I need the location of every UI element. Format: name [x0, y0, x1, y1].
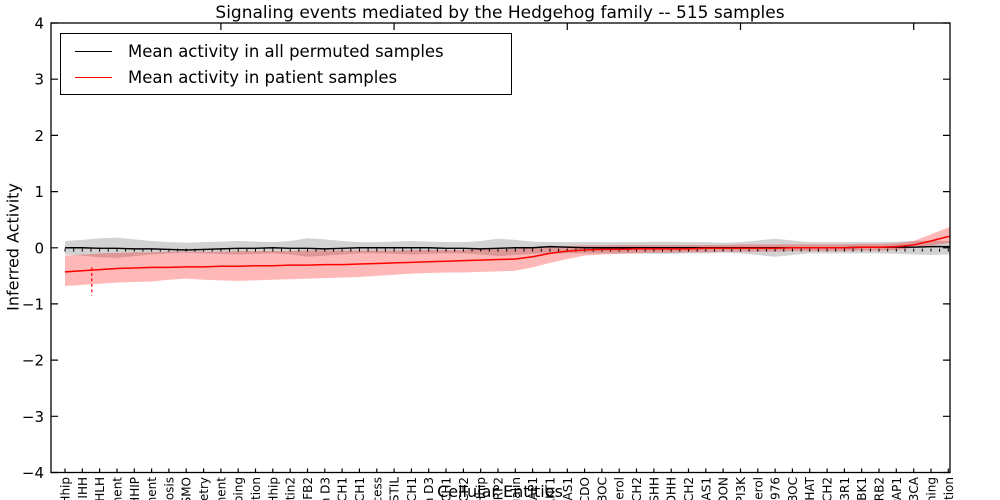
y-tick-label: −1 — [22, 295, 44, 313]
x-tick-label: DHH N/PTCH1 — [405, 477, 419, 500]
x-tick-label: PIK3CA — [907, 476, 921, 500]
x-tick-label: mesenchymal cell differentiation — [942, 477, 956, 500]
x-tick-label: PTHLH — [93, 477, 107, 500]
x-tick-label: SHH Np/Cholesterol/PTCH1 — [440, 477, 454, 500]
x-tick-label: SMO/Vitamin D3 — [318, 477, 332, 500]
x-tick-label: mol:Cholesterol — [751, 477, 765, 500]
y-tick-label: 3 — [34, 71, 44, 89]
x-tick-label: determination of left/right symmetry — [197, 477, 211, 500]
legend-label: Mean activity in all permuted samples — [128, 41, 444, 61]
x-tick-label: EntrezGene:84976 — [769, 477, 783, 500]
x-tick-label: ADRBK1 — [855, 477, 869, 500]
zero-line-tick-markers — [64, 248, 949, 252]
x-tick-label: HHIP — [128, 477, 142, 500]
x-tick-label: receptor-mediated endocytosis — [162, 477, 176, 500]
x-tick-label: skeletal system development — [111, 477, 125, 500]
y-tick-label: 2 — [34, 127, 44, 145]
x-tick-label: pancreas development — [145, 477, 159, 500]
x-tick-label: IHH N/PTCH2 — [457, 477, 471, 500]
x-tick-label: IHH — [76, 477, 90, 499]
legend-entry-permuted: Mean activity in all permuted samples — [61, 42, 511, 61]
x-tick-label: PTCH2 — [821, 477, 835, 500]
x-tick-label: SHH Np/Cholesterol — [613, 477, 627, 500]
x-tick-label: PIK3R1 — [838, 477, 852, 500]
y-axis-label: Inferred Activity — [3, 183, 23, 311]
y-tick-label: −4 — [22, 464, 44, 482]
x-tick-label: SHH Np/Cholesterol/PTCH2 — [630, 477, 644, 500]
x-tick-label: SHH Np/Cholesterol/BOC — [595, 477, 609, 500]
patient-mean-line — [64, 235, 950, 273]
x-tick-label: AKT1 — [543, 477, 557, 500]
x-tick-label: TGFB2 — [301, 477, 315, 500]
x-tick-label: heart development — [214, 477, 228, 500]
y-tick-label: −2 — [22, 352, 44, 370]
legend-line-swatch-black — [75, 50, 112, 52]
x-tick-label: STIL — [388, 477, 402, 500]
x-tick-label: dorsoventral neural tube patterning — [925, 477, 939, 500]
x-tick-label: mol:Vitamin D3 — [422, 477, 436, 500]
x-axis-label: Cellular Entities — [437, 482, 563, 500]
x-tick-label: catabolic process — [370, 477, 384, 500]
y-tick-label: 4 — [34, 15, 44, 33]
x-tick-label: SMO — [180, 477, 194, 500]
x-tick-label: LRP2 — [492, 477, 506, 500]
y-tick-label: −3 — [22, 408, 44, 426]
x-tick-label: GAS1 — [699, 477, 713, 500]
patient-band — [65, 227, 950, 286]
x-tick-label: SHH Np/Cholesterol/GAS1 — [561, 477, 575, 500]
x-tick-label: SHH Np/Cholesterol/Megalin — [509, 477, 523, 500]
legend-label: Mean activity in patient samples — [128, 67, 398, 87]
x-tick-label: PI3K — [734, 476, 748, 500]
x-tick-label: Megalin/LRPAP1 — [526, 477, 540, 500]
x-tick-label: DHH — [665, 477, 679, 500]
x-tick-label: ARRB2 — [873, 477, 887, 500]
legend-entry-patient: Mean activity in patient samples — [61, 68, 511, 87]
axis-ticks — [51, 22, 950, 474]
plot-area — [64, 227, 950, 296]
y-tick-label: 0 — [34, 239, 44, 257]
x-tick-label: heart looping — [232, 477, 246, 500]
x-tick-label: IHH N/Hhip — [59, 477, 73, 500]
chart-title: Signaling events mediated by the Hedgeho… — [215, 3, 785, 23]
legend-line-swatch-red — [75, 76, 112, 78]
y-tick-label: 1 — [34, 183, 44, 201]
x-tick-label: PTCH1 — [353, 477, 367, 500]
x-tick-label: SMO/beta Arrestin2 — [284, 477, 298, 500]
x-tick-label: somite specification — [249, 477, 263, 500]
x-tick-label: SHH — [647, 477, 661, 500]
x-tick-label: HHAT — [803, 476, 817, 500]
x-tick-label: DHH N/PTCH2 — [682, 477, 696, 500]
x-tick-label: BOC — [786, 477, 800, 500]
legend: Mean activity in all permuted samples Me… — [60, 33, 512, 95]
x-tick-label: SHH Np/Cholesterol/CDO — [578, 477, 592, 500]
x-tick-label: CDON — [717, 477, 731, 500]
x-tick-label: IHH N/PTCH1 — [336, 477, 350, 500]
x-tick-label: DHH N/Hhip — [266, 477, 280, 500]
x-tick-label: SHH Np/Cholesterol/Hhip — [474, 477, 488, 500]
x-tick-label: LRPAP1 — [890, 477, 904, 500]
